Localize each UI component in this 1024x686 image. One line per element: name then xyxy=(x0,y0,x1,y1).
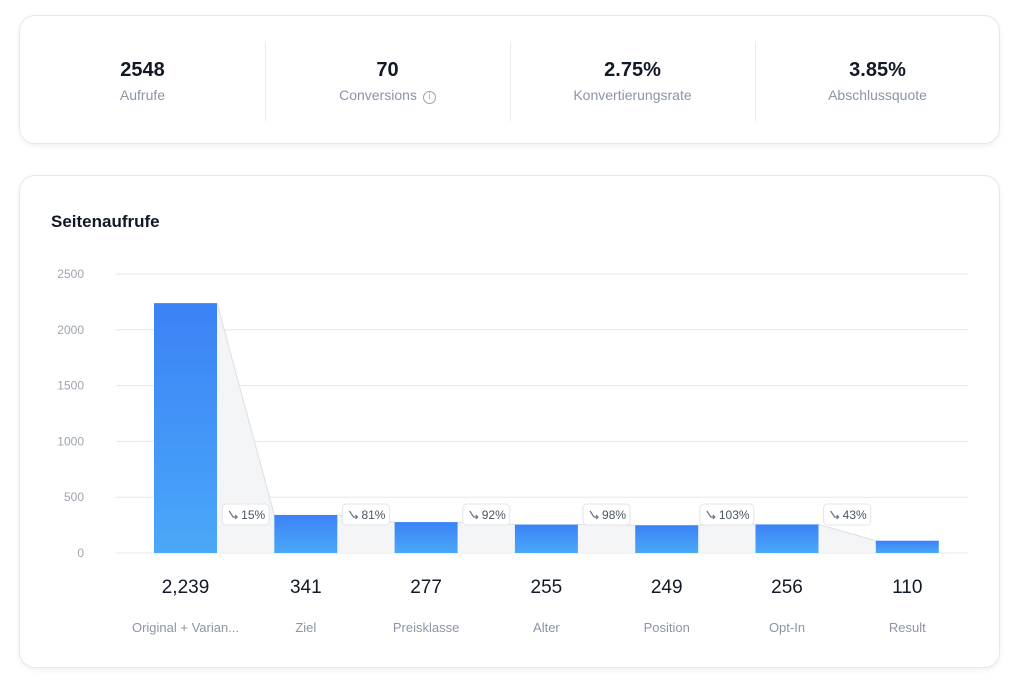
badge-box xyxy=(221,503,270,526)
stat-value: 2.75% xyxy=(604,59,661,81)
badge-box xyxy=(823,503,872,526)
bar-value-label: 2,239 xyxy=(162,577,210,598)
x-category-label: Alter xyxy=(533,620,560,635)
stat-value: 3.85% xyxy=(849,59,906,81)
stat-divider xyxy=(510,41,511,121)
arrow-down-right-icon xyxy=(589,510,599,520)
bar-value-label: 110 xyxy=(892,577,922,598)
x-category-label: Opt-In xyxy=(769,620,805,635)
drop-rate-badge: 43% xyxy=(823,503,872,526)
y-tick-label: 2000 xyxy=(57,323,84,337)
badge-box xyxy=(341,503,390,526)
y-tick-label: 500 xyxy=(64,490,84,504)
drop-rate-label: 92% xyxy=(482,508,506,522)
arrow-down-right-icon xyxy=(348,510,359,520)
y-tick-label: 1500 xyxy=(57,379,84,393)
stat-conversions: 70 Conversions i xyxy=(265,16,510,143)
chart-card: Seitenaufrufe 0 500 1000 1500 2000 2500 2,239 O… xyxy=(19,175,1000,668)
stat-divider xyxy=(755,41,756,121)
badge-box xyxy=(582,503,631,526)
bar-value-label: 256 xyxy=(771,577,803,598)
bar xyxy=(394,522,458,553)
y-tick-label: 1000 xyxy=(57,434,84,448)
x-category-label: Result xyxy=(889,620,926,635)
bar xyxy=(635,525,699,553)
drop-rate-label: 81% xyxy=(361,508,385,522)
bar-value-label: 255 xyxy=(531,577,563,598)
drop-rate-badge: 92% xyxy=(462,503,511,526)
bar xyxy=(154,303,217,553)
drop-rate-label: 15% xyxy=(241,508,265,522)
drop-rate-badge: 103% xyxy=(699,503,755,526)
info-icon[interactable]: i xyxy=(422,91,436,104)
stat-label-row: Conversions i xyxy=(265,87,510,104)
chart-title: Seitenaufrufe xyxy=(51,212,160,231)
stat-abschlussquote: 3.85% Abschlussquote xyxy=(755,16,1000,143)
y-tick-label: 2500 xyxy=(57,267,84,281)
bar-value-label: 249 xyxy=(651,577,683,598)
bar-value-label: 277 xyxy=(410,577,442,598)
arrow-down-right-icon xyxy=(706,510,716,520)
bar-value-label: 341 xyxy=(290,577,322,598)
funnel-shade xyxy=(457,522,515,553)
funnel-shade xyxy=(217,303,275,553)
stats-card: 2548 Aufrufe 70 Conversions i 2.75% Konve… xyxy=(19,15,1000,144)
stat-label: Abschlussquote xyxy=(828,87,927,103)
badge-box xyxy=(462,503,511,526)
drop-rate-badge: 81% xyxy=(341,503,390,526)
bar-chart: 0 500 1000 1500 2000 2500 2,239 Original + Vari… xyxy=(57,267,968,635)
funnel-shade xyxy=(698,524,756,553)
arrow-down-right-icon xyxy=(228,510,238,520)
y-tick-label: 0 xyxy=(77,546,84,560)
stat-label: Konvertierungsrate xyxy=(573,87,692,103)
x-category-label: Original + Varian... xyxy=(132,620,239,635)
stat-value: 2548 xyxy=(120,59,165,81)
badge-box xyxy=(699,503,755,526)
stat-value: 70 xyxy=(376,59,399,81)
funnel-shade xyxy=(577,524,636,553)
drop-rate-label: 98% xyxy=(602,508,626,522)
stat-label: Aufrufe xyxy=(119,87,166,103)
drop-rate-label: 103% xyxy=(719,508,750,522)
stat-divider xyxy=(265,41,266,121)
x-category-label: Preisklasse xyxy=(393,620,459,635)
funnel-edge xyxy=(818,523,876,542)
drop-rate-label: 43% xyxy=(843,508,867,522)
stat-label: Conversions xyxy=(339,87,417,103)
bar xyxy=(875,540,939,553)
funnel-shade xyxy=(818,524,876,553)
drop-rate-badge: 98% xyxy=(582,503,631,526)
bar xyxy=(755,524,819,553)
drop-rate-badge: 15% xyxy=(221,503,270,526)
funnel-edge xyxy=(216,302,275,516)
arrow-down-right-icon xyxy=(830,510,840,520)
stat-konvertierungsrate: 2.75% Konvertierungsrate xyxy=(510,16,755,143)
arrow-down-right-icon xyxy=(469,510,479,520)
bar xyxy=(274,514,338,553)
stat-aufrufe: 2548 Aufrufe xyxy=(20,16,265,143)
x-category-label: Position xyxy=(644,620,690,635)
bar xyxy=(514,524,578,553)
x-category-label: Ziel xyxy=(295,620,316,635)
